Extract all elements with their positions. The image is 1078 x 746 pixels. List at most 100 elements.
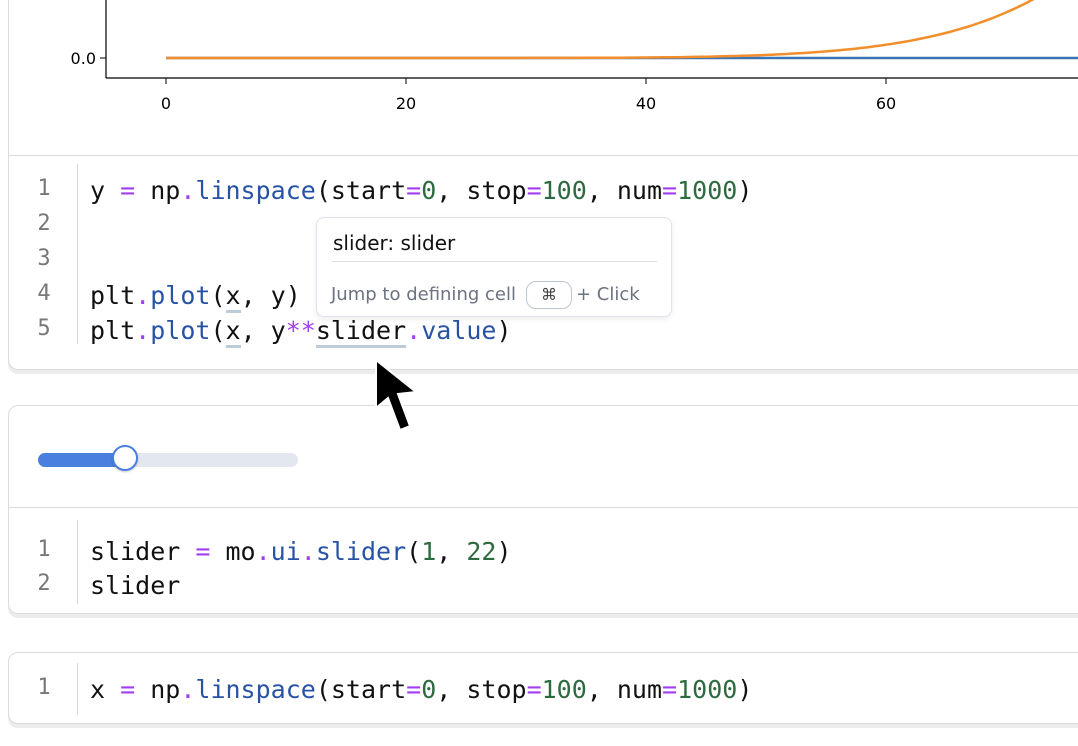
code-token: = <box>662 176 678 205</box>
code-token: x <box>225 281 241 313</box>
code-line[interactable]: y = np.linspace(start=0, stop=100, num=1… <box>90 173 752 208</box>
code-line[interactable]: slider = mo.ui.slider(1, 22) <box>90 534 512 569</box>
gutter-divider <box>77 663 78 715</box>
code-token: = <box>406 675 422 704</box>
code-token: 1000 <box>677 675 738 704</box>
mouse-cursor-icon <box>375 357 419 432</box>
line-number: 3 <box>37 246 51 271</box>
code-editor[interactable]: 1 x = np.linspace(start=0, stop=100, num=… <box>9 653 1078 723</box>
linspace-cell: 1 x = np.linspace(start=0, stop=100, num=… <box>8 652 1078 724</box>
code-token: , y <box>240 316 286 345</box>
code-token: value <box>421 316 497 345</box>
code-token: slider <box>90 537 196 566</box>
x-tick-label: 60 <box>876 94 896 113</box>
code-token: 22 <box>466 537 497 566</box>
x-tick-label: 20 <box>396 94 416 113</box>
line-number: 4 <box>37 281 51 306</box>
code-token: slider <box>315 316 407 348</box>
line-number: 5 <box>37 316 51 341</box>
code-token: 100 <box>541 675 587 704</box>
y-tick-label: 0.0 <box>71 49 96 68</box>
tooltip-title: slider: slider <box>333 231 456 255</box>
gutter-divider <box>77 164 78 344</box>
code-token: x <box>90 675 121 704</box>
code-token: , <box>436 537 467 566</box>
code-token: ( <box>210 316 226 345</box>
code-token: mo <box>210 537 256 566</box>
code-token: x <box>225 316 241 348</box>
code-token: . <box>180 176 196 205</box>
code-line[interactable]: plt.plot(x, y) <box>90 278 301 313</box>
code-token: plt <box>90 281 136 310</box>
line-number: 1 <box>37 537 51 562</box>
code-token: ** <box>285 316 316 345</box>
code-token: = <box>195 537 211 566</box>
code-line[interactable]: plt.plot(x, y**slider.value) <box>90 313 512 348</box>
tooltip-hint[interactable]: Jump to defining cell ⌘ + Click <box>331 281 640 309</box>
code-token: slider <box>90 571 181 600</box>
code-token: , y) <box>240 281 301 310</box>
code-token: = <box>120 675 136 704</box>
code-token: = <box>406 176 422 205</box>
line-number: 1 <box>37 675 51 700</box>
slider-thumb[interactable] <box>111 445 138 471</box>
cmd-key-icon: ⌘ <box>525 281 572 309</box>
code-token: . <box>135 316 151 345</box>
code-token: 1000 <box>677 176 738 205</box>
code-line[interactable]: x = np.linspace(start=0, stop=100, num=1… <box>90 672 752 707</box>
code-token: . <box>406 316 422 345</box>
code-token: ui <box>270 537 301 566</box>
code-token: slider <box>315 537 407 566</box>
plot-output: 0 20 40 60 0.0 <box>9 0 1078 156</box>
series-line-2 <box>166 0 1035 60</box>
code-token: ) <box>496 316 512 345</box>
x-tick-label: 0 <box>161 94 171 113</box>
code-token: 1 <box>421 537 437 566</box>
definition-tooltip: slider: slider Jump to defining cell ⌘ + C… <box>316 217 672 317</box>
slider-output <box>9 406 1078 508</box>
code-line[interactable]: slider <box>90 568 180 603</box>
code-token: plt <box>90 316 136 345</box>
gutter-divider <box>77 520 78 604</box>
tooltip-hint-suffix: + Click <box>575 284 640 305</box>
code-token: ( <box>210 281 226 310</box>
tooltip-divider <box>332 261 657 262</box>
code-token: 0 <box>421 176 437 205</box>
x-tick-label: 40 <box>636 94 656 113</box>
code-token: . <box>255 537 271 566</box>
code-token: ) <box>737 675 753 704</box>
code-token: = <box>120 176 136 205</box>
code-token: 0 <box>421 675 437 704</box>
code-token: np <box>135 675 181 704</box>
code-token: (start <box>315 176 407 205</box>
code-token: np <box>135 176 181 205</box>
code-token: , stop <box>436 675 527 704</box>
line-number: 1 <box>37 176 51 201</box>
slider[interactable] <box>38 445 298 471</box>
code-token: ) <box>737 176 753 205</box>
code-token: . <box>300 537 316 566</box>
code-token: linspace <box>195 176 316 205</box>
line-number: 2 <box>37 211 51 236</box>
code-token: = <box>662 675 678 704</box>
code-token: 100 <box>541 176 587 205</box>
code-token: plot <box>150 281 211 310</box>
code-token: plot <box>150 316 211 345</box>
code-token: , stop <box>436 176 527 205</box>
line-number: 2 <box>37 571 51 596</box>
code-token: . <box>135 281 151 310</box>
code-token: (start <box>315 675 407 704</box>
slider-cell: 1 slider = mo.ui.slider(1, 22) 2 slider <box>8 405 1078 614</box>
code-token: , num <box>586 176 663 205</box>
slider-fill <box>38 453 125 467</box>
code-token: . <box>180 675 196 704</box>
code-token: ) <box>496 537 512 566</box>
code-token: y <box>90 176 121 205</box>
tooltip-hint-text: Jump to defining cell <box>331 284 516 305</box>
line-chart: 0 20 40 60 0.0 <box>71 0 1078 113</box>
code-token: linspace <box>195 675 316 704</box>
code-token: = <box>526 675 542 704</box>
code-editor[interactable]: 1 slider = mo.ui.slider(1, 22) 2 slider <box>9 508 1078 608</box>
code-token: = <box>526 176 542 205</box>
